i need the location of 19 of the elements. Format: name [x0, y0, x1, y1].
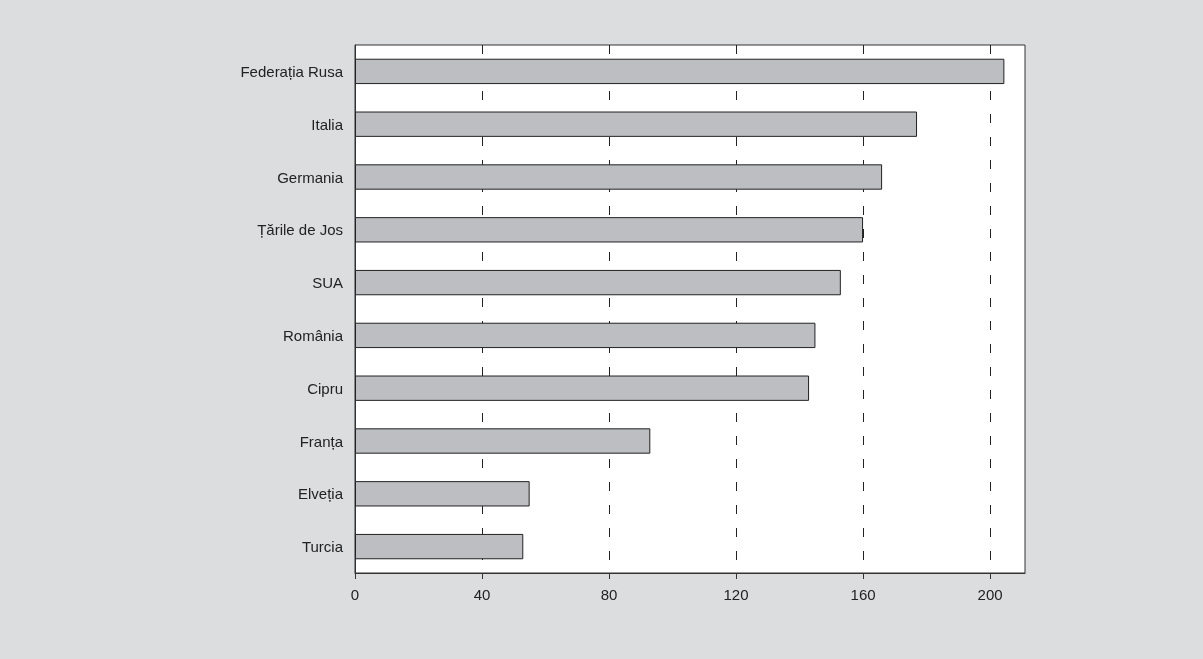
y-tick-label: Elveția — [297, 485, 344, 503]
bar — [355, 269, 841, 296]
y-tick-label: Germania — [277, 168, 344, 186]
y-tick-label: Țările de Jos — [257, 221, 343, 239]
bar — [355, 428, 651, 454]
y-tick-label: Turcia — [301, 538, 344, 556]
y-tick-label: SUA — [312, 274, 343, 292]
x-tick-label: 80 — [600, 586, 618, 603]
y-tick-label: Federația Rusa — [240, 62, 344, 80]
x-tick-label: 120 — [723, 586, 749, 603]
bar — [355, 58, 1005, 85]
x-tick-label: 0 — [350, 586, 360, 603]
y-tick-label: Franța — [299, 432, 344, 450]
y-tick-label: Cipru — [307, 379, 343, 397]
x-tick-label: 200 — [977, 586, 1003, 603]
x-tick-label: 40 — [473, 586, 491, 603]
y-tick-label: România — [282, 326, 344, 344]
x-tick-label: 160 — [850, 586, 876, 603]
y-tick-label: Italia — [311, 115, 344, 133]
